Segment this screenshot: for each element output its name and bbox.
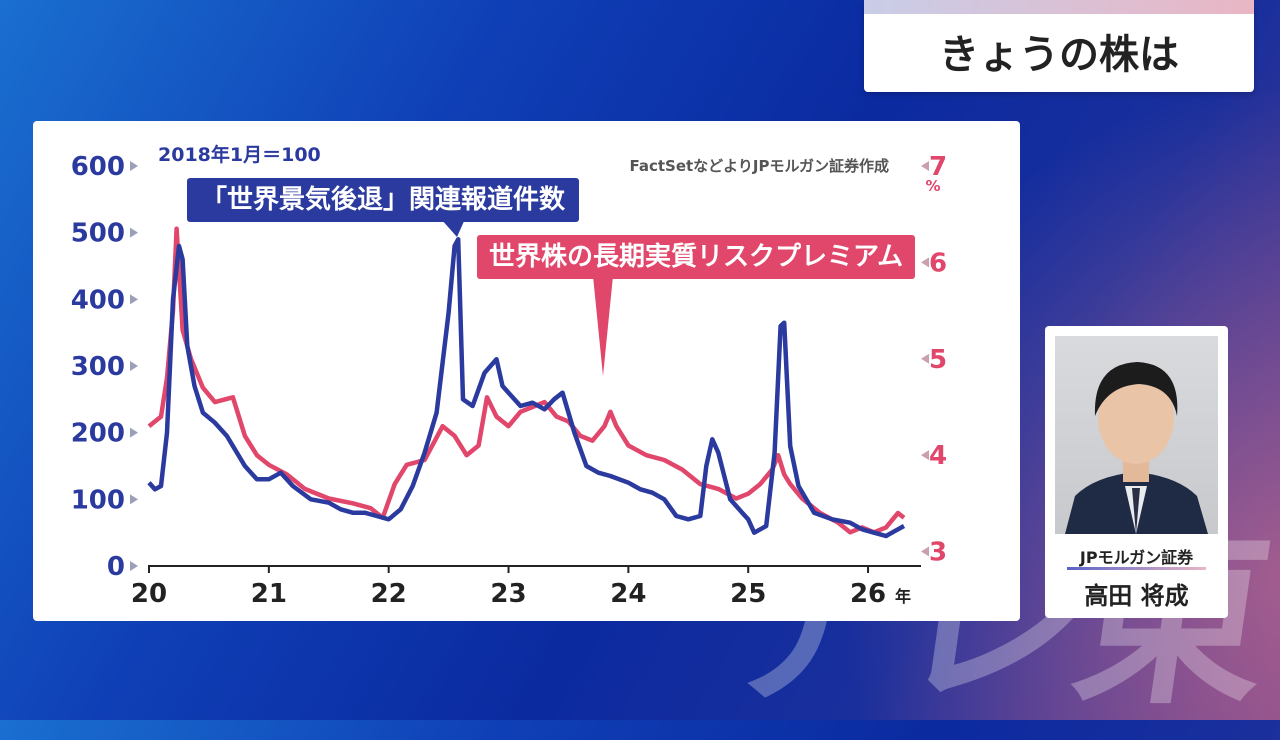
right-tick-marker [921,450,929,461]
right-axis: 7 6 5 4 3 [921,152,947,568]
title-stripe [864,0,1254,14]
left-tick-marker [130,427,138,438]
analyst-card: JPモルガン証券 高田 将成 [1045,326,1228,618]
right-tick-marker [921,161,929,171]
x-tick-label: 25 [730,579,766,609]
x-tick-label: 24 [610,579,646,609]
x-axis-unit: 年 [895,587,911,606]
x-tick-label: 23 [490,579,526,609]
left-tick-label: 400 [71,285,125,315]
right-tick-label: 7 [929,152,947,182]
chart-panel: 2018年1月＝100 FactSetなどよりJPモルガン証券作成 600 500… [33,121,1020,621]
x-axis: 20 21 22 23 24 25 26 [131,566,886,609]
program-title-box: きょうの株は [864,0,1254,92]
right-tick-label: 6 [929,248,947,278]
program-title: きょうの株は [939,32,1179,78]
right-tick-label: 4 [929,441,947,471]
left-tick-label: 200 [71,419,125,449]
series-line-recession-news [147,237,906,539]
right-tick-label: 3 [929,538,947,568]
index-base-note: 2018年1月＝100 [158,143,321,166]
x-tick-label: 20 [131,579,167,609]
right-tick-marker [921,546,929,557]
x-tick-label: 22 [371,579,407,609]
left-tick-label: 500 [71,219,125,249]
left-tick-marker [130,561,138,571]
left-tick-marker [130,227,138,238]
right-axis-unit: % [925,177,940,195]
source-note: FactSetなどよりJPモルガン証券作成 [629,157,889,175]
left-tick-label: 300 [71,352,125,382]
right-tick-marker [921,353,929,364]
analyst-firm: JPモルガン証券 [1079,548,1194,567]
dual-axis-line-chart: 2018年1月＝100 FactSetなどよりJPモルガン証券作成 600 500… [71,143,947,609]
right-tick-marker [921,257,929,268]
firm-underline [1067,567,1206,570]
left-tick-marker [130,161,138,171]
analyst-photo [1055,336,1218,534]
x-tick-label: 26 [850,579,886,609]
left-tick-label: 0 [107,552,125,582]
callout-pointer-pink [593,276,613,376]
callout-pointer-blue [441,219,465,237]
left-tick-label: 100 [71,485,125,515]
left-axis: 600 500 400 300 200 100 0 [71,152,138,582]
left-tick-label: 600 [71,152,125,182]
left-tick-marker [130,361,138,371]
series-label-recession-news: 「世界景気後退」関連報道件数 [187,178,580,222]
right-tick-label: 5 [929,345,947,375]
series-label-risk-premium: 世界株の長期実質リスクプレミアム [477,235,916,279]
left-tick-marker [130,494,138,505]
analyst-name: 高田 将成 [1084,582,1189,610]
series-line-risk-premium [147,226,906,535]
x-tick-label: 21 [251,579,287,609]
left-tick-marker [130,294,138,305]
